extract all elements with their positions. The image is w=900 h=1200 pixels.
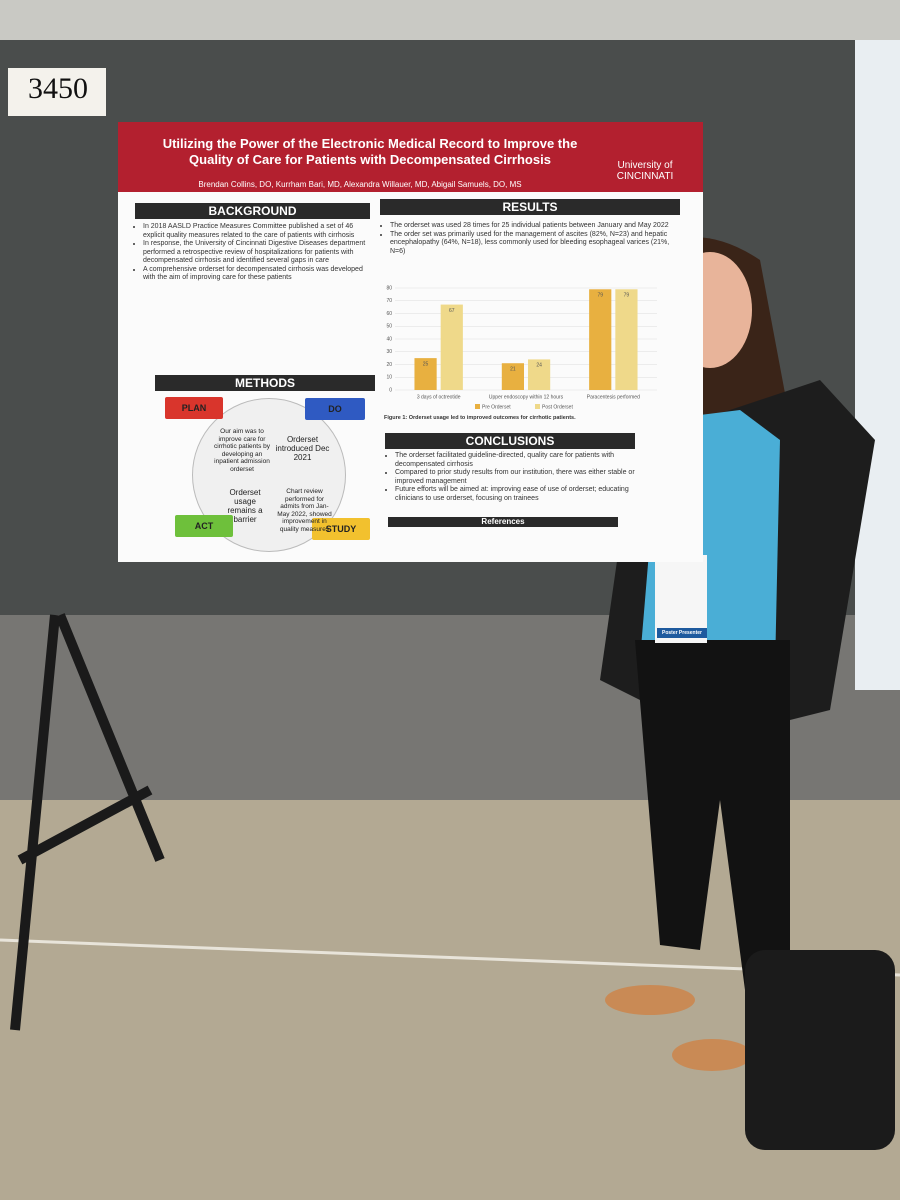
bullet-list: The orderset was used 28 times for 25 in… — [382, 222, 682, 256]
section-text: The orderset facilitated guideline-direc… — [387, 452, 635, 503]
poster-logo: University of CINCINNATI — [616, 160, 674, 182]
booth-sign — [8, 68, 106, 116]
next-poster — [855, 40, 900, 690]
y-tick-label: 0 — [389, 387, 392, 393]
y-tick-label: 60 — [386, 311, 392, 317]
bullet: In response, the University of Cincinnat… — [143, 240, 370, 266]
section-heading: CONCLUSIONS — [385, 433, 635, 449]
bullet: A comprehensive orderset for decompensat… — [143, 266, 370, 283]
cycle-text: Orderset usage remains a barrier — [227, 488, 263, 524]
data-label: 25 — [423, 361, 429, 367]
y-tick-label: 40 — [386, 336, 392, 342]
backpack — [745, 950, 895, 1150]
bar — [501, 363, 524, 390]
y-tick-label: 80 — [386, 285, 392, 291]
data-label: 79 — [624, 293, 630, 299]
section-text: The orderset was used 28 times for 25 in… — [382, 222, 682, 256]
section-heading: RESULTS — [380, 199, 680, 215]
y-tick-label: 10 — [386, 375, 392, 381]
x-tick-label: Upper endoscopy within 12 hours — [489, 394, 564, 400]
section-heading: BACKGROUND — [135, 203, 370, 219]
chart-caption: Figure 1: Orderset usage led to improved… — [384, 415, 576, 421]
poster-authors: Brendan Collins, DO, Kurrham Bari, MD, A… — [198, 180, 522, 189]
badge-role: Poster Presenter — [657, 628, 707, 638]
bullet: The orderset was used 28 times for 25 in… — [390, 222, 682, 231]
bullet: Compared to prior study results from our… — [395, 469, 635, 486]
bullet-list: In 2018 AASLD Practice Measures Committe… — [135, 223, 370, 283]
section-heading: METHODS — [155, 375, 375, 391]
y-tick-label: 30 — [386, 349, 392, 355]
bar — [589, 289, 612, 390]
bullet: The order set was primarily used for the… — [390, 231, 682, 257]
data-label: 24 — [536, 363, 542, 369]
data-label: 67 — [449, 308, 455, 314]
x-tick-label: Paracentesis performed — [587, 394, 640, 400]
cycle-tag: ACT — [175, 515, 233, 537]
poster-banner — [118, 122, 703, 192]
legend-swatch — [535, 404, 540, 409]
booth-number: 3450 — [28, 72, 88, 105]
bullet: The orderset facilitated guideline-direc… — [395, 452, 635, 469]
poster-title: Utilizing the Power of the Electronic Me… — [162, 136, 578, 167]
data-label: 79 — [597, 293, 603, 299]
legend-swatch — [475, 404, 480, 409]
data-label: 21 — [510, 367, 516, 373]
y-tick-label: 50 — [386, 324, 392, 330]
section-heading: References — [388, 517, 618, 527]
bar — [414, 358, 437, 390]
cycle-text: Orderset introduced Dec 2021 — [275, 435, 330, 462]
bullet-list: The orderset facilitated guideline-direc… — [387, 452, 635, 503]
cycle-tag: PLAN — [165, 397, 223, 419]
cycle-text: Our aim was to improve care for cirrhoti… — [214, 428, 270, 473]
results-chart: 0 10 20 30 40 50 60 70 80 3 days of octreotide 25 6… — [386, 285, 657, 410]
cycle-tag: STUDY — [312, 518, 370, 540]
bullet: In 2018 AASLD Practice Measures Committe… — [143, 223, 370, 240]
y-tick-label: 70 — [386, 298, 392, 304]
legend-label: Post Orderset — [542, 404, 573, 410]
bar — [528, 359, 551, 390]
x-tick-label: 3 days of octreotide — [417, 394, 461, 400]
bar — [440, 304, 463, 390]
section-text: In 2018 AASLD Practice Measures Committe… — [135, 223, 370, 283]
bullet: Future efforts will be aimed at: improvi… — [395, 486, 635, 503]
y-tick-label: 20 — [386, 362, 392, 368]
legend-label: Pre Orderset — [482, 404, 511, 410]
cycle-tag: DO — [305, 398, 365, 420]
cycle-text: Chart review performed for admits from J… — [277, 488, 332, 533]
bar — [615, 289, 638, 390]
easel — [10, 613, 165, 1031]
